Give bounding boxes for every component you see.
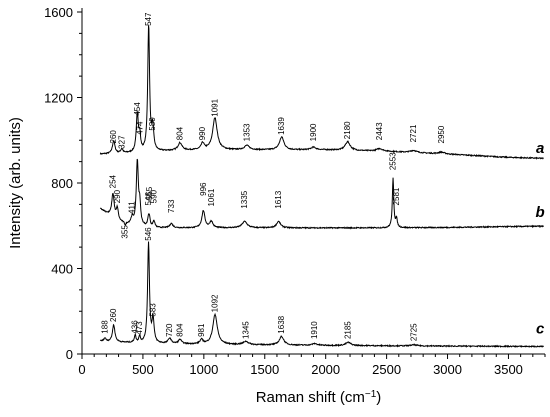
peak-label: 1910: [310, 321, 319, 339]
peak-label: 254: [108, 174, 117, 188]
peak-label: 2721: [409, 124, 418, 142]
peak-label: 804: [175, 126, 184, 140]
peak-label: 1092: [211, 294, 220, 312]
peak-label: 1061: [207, 188, 216, 206]
peak-label: 474: [135, 121, 144, 135]
peak-label: 990: [198, 126, 207, 140]
peak-label: 327: [117, 135, 126, 149]
peak-label: 411: [128, 201, 137, 214]
peak-label: 1639: [277, 117, 286, 135]
peak-label: 2185: [344, 321, 353, 339]
peak-label: 1091: [210, 98, 219, 116]
x-tick-label: 2500: [372, 362, 401, 377]
x-tick-label: 1500: [250, 362, 279, 377]
x-tick-label: 0: [78, 362, 85, 377]
series-letter-c: c: [536, 321, 545, 338]
x-tick-label: 3500: [494, 362, 523, 377]
y-tick-label: 1600: [44, 5, 73, 20]
peak-label: 1900: [309, 123, 318, 141]
x-tick-label: 1000: [189, 362, 218, 377]
peak-label: 590: [149, 189, 158, 203]
peak-label: 804: [175, 323, 184, 337]
spectrum-line-a: [99, 25, 544, 160]
peak-label: 583: [149, 303, 158, 317]
peak-label: 555: [145, 186, 154, 200]
peak-label: 2180: [343, 121, 352, 139]
peak-label: 290: [113, 189, 122, 203]
peak-label: 2950: [437, 125, 446, 143]
peak-label: 1353: [242, 123, 251, 141]
peak-label: 260: [109, 130, 118, 144]
peak-label: 2725: [410, 323, 419, 341]
peak-label: 2553: [389, 152, 398, 170]
peak-label: 1613: [274, 190, 283, 208]
y-tick-label: 1200: [44, 91, 73, 106]
peak-label: 2443: [375, 122, 384, 140]
peak-label: 260: [109, 308, 118, 322]
x-axis-title: Raman shift (cm−1): [256, 389, 382, 406]
series-letter-a: a: [536, 140, 544, 157]
x-tick-label: 2000: [311, 362, 340, 377]
peak-label: 454: [133, 102, 142, 116]
y-tick-label: 800: [51, 176, 73, 191]
x-tick-label: 3000: [433, 362, 462, 377]
x-tick-label: 500: [132, 362, 154, 377]
y-axis-title: Intensity (arb. units): [7, 117, 24, 249]
peak-label: 1638: [277, 315, 286, 333]
y-tick-label: 0: [66, 347, 73, 362]
peak-label: 546: [144, 227, 153, 241]
peak-label: 473: [135, 321, 144, 335]
y-tick-label: 400: [51, 262, 73, 277]
peak-label: 580: [148, 117, 157, 131]
peak-label: 547: [144, 12, 153, 26]
spectrum-line-b: [99, 158, 545, 230]
peak-label: 2581: [392, 187, 401, 205]
peak-label: 1335: [240, 190, 249, 208]
peak-label: 436: [131, 320, 140, 334]
series-letter-b: b: [536, 204, 545, 221]
peak-label: 188: [100, 320, 109, 334]
peak-label: 355: [121, 225, 130, 239]
peak-label: 1345: [241, 321, 250, 339]
peak-label: 546: [144, 192, 153, 206]
peak-label: 720: [165, 323, 174, 337]
spectrum-line-c: [99, 241, 544, 349]
peak-label: 733: [167, 199, 176, 213]
peak-label: 981: [197, 323, 206, 337]
peak-label: 996: [199, 182, 208, 196]
